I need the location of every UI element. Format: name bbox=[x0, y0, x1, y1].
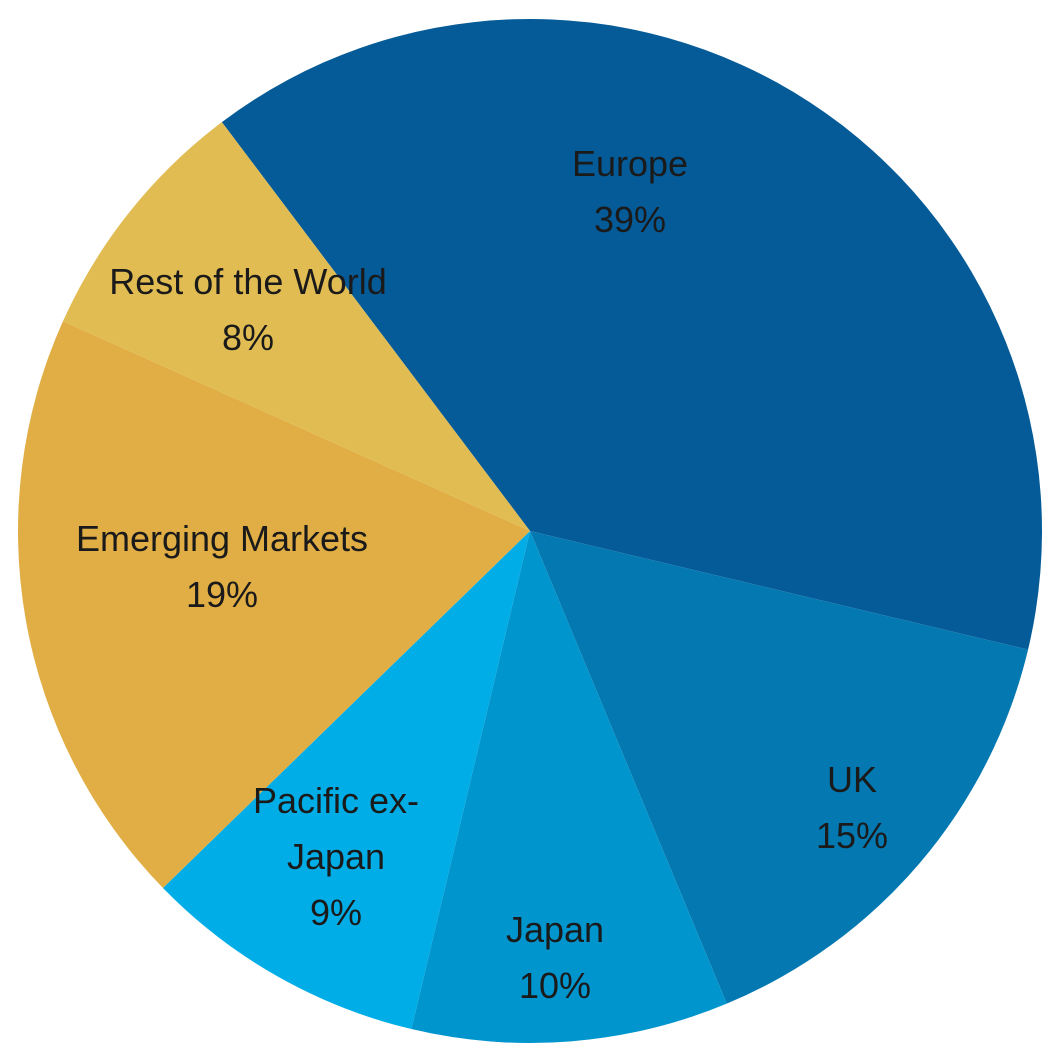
slice-name-label: UK bbox=[827, 759, 877, 800]
slice-label-japan: Japan 10% bbox=[506, 909, 604, 1006]
slice-value-label: 10% bbox=[519, 965, 591, 1006]
slice-name-label: Japan bbox=[287, 836, 385, 877]
slice-label-rest-of-the-world: Rest of the World 8% bbox=[109, 261, 386, 358]
slice-label-emerging-markets: Emerging Markets 19% bbox=[76, 518, 368, 615]
labels-layer: Europe 39% UK 15% Japan 10% Pacific ex- Japan 9%… bbox=[76, 143, 888, 1006]
pie-slice-rest-of-the-world bbox=[62, 122, 531, 531]
slice-name-label: Rest of the World bbox=[109, 261, 386, 302]
slice-name-label: Emerging Markets bbox=[76, 518, 368, 559]
slice-value-label: 9% bbox=[310, 892, 362, 933]
slice-name-label: Pacific ex- bbox=[253, 780, 419, 821]
slices-layer bbox=[17, 19, 1042, 1043]
slice-name-label: Europe bbox=[572, 143, 688, 184]
slice-value-label: 39% bbox=[594, 199, 666, 240]
slice-label-pacific-ex-japan: Pacific ex- Japan 9% bbox=[253, 780, 419, 933]
slice-label-uk: UK 15% bbox=[816, 759, 888, 856]
pie-slice-pacific-ex-japan bbox=[162, 531, 530, 1030]
slice-label-europe: Europe 39% bbox=[572, 143, 688, 240]
slice-name-label: Japan bbox=[506, 909, 604, 950]
pie-slice-europe bbox=[221, 19, 1042, 650]
slice-value-label: 15% bbox=[816, 815, 888, 856]
slice-value-label: 19% bbox=[186, 574, 258, 615]
slice-value-label: 8% bbox=[222, 317, 274, 358]
pie-slice-japan bbox=[411, 531, 727, 1043]
pie-slice-emerging-markets bbox=[17, 321, 531, 888]
pie-slice-uk bbox=[530, 531, 1029, 1004]
